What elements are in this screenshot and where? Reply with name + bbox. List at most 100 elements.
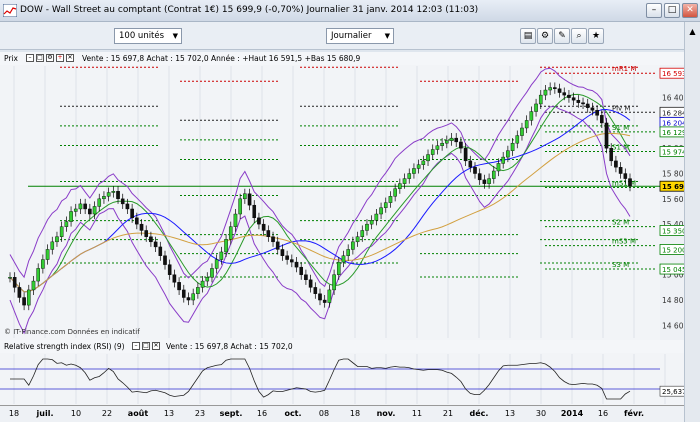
- x-axis-tick-label: oct.: [284, 409, 302, 418]
- candle-body: [576, 99, 581, 103]
- candle-body: [327, 289, 332, 303]
- data-source-note: © IT-Finance.com Données en indicatif: [4, 328, 140, 336]
- x-axis-tick-label: août: [127, 409, 149, 418]
- candle-body: [125, 203, 130, 210]
- pivot-label: S2 M: [612, 219, 629, 227]
- chart-icon[interactable]: ▤: [520, 28, 536, 44]
- candle-body: [628, 178, 632, 187]
- price-level-badge-text: 15 350: [662, 227, 684, 235]
- vertical-scrollbar[interactable]: ▲: [684, 22, 700, 422]
- candle-body: [257, 217, 261, 225]
- maximize-panel-icon[interactable]: □: [36, 54, 44, 62]
- x-axis-tick-label: 22: [101, 409, 113, 418]
- add-indicator-icon[interactable]: +: [56, 54, 64, 62]
- candle-body: [181, 289, 186, 298]
- candle-body: [45, 249, 50, 260]
- candle-body: [491, 170, 496, 179]
- candle-body: [275, 241, 280, 250]
- candle-body: [228, 226, 233, 240]
- pivot-label: S1 M: [612, 124, 629, 132]
- close-button[interactable]: ✕: [682, 3, 698, 18]
- candle-body: [604, 122, 609, 149]
- candle-body: [557, 88, 562, 93]
- candle-body: [567, 94, 571, 98]
- units-select-value: 100 unités: [119, 31, 165, 41]
- y-axis-tick-label: 15 600: [662, 195, 684, 204]
- maximize-button[interactable]: □: [664, 3, 680, 18]
- x-axis-tick-label: 11: [411, 409, 423, 418]
- candle-body: [515, 135, 520, 144]
- candle-body: [360, 230, 365, 237]
- candle-body: [73, 208, 78, 212]
- moving-average-medium-line: [9, 109, 631, 293]
- x-axis: 18 juil. 10 22 août 13 23 sept. 16 oct. 08 18 nov. 11…: [0, 405, 684, 422]
- minimize-button[interactable]: –: [646, 3, 662, 18]
- y-axis-tick-label: 15 400: [662, 220, 684, 229]
- y-axis-tick-label: 14 800: [662, 296, 684, 305]
- candle-body: [172, 274, 177, 283]
- price-level-badge: [659, 126, 684, 138]
- x-axis-tick-label: déc.: [469, 409, 489, 418]
- rsi-line: [10, 358, 631, 400]
- candle-body: [482, 179, 487, 184]
- pivot-label: mR1 M: [612, 65, 636, 73]
- price-level-badge-text: 15 699,9: [662, 183, 684, 191]
- pivot-label: Piv M: [612, 104, 630, 112]
- rsi-y-axis-label: 25,637: [662, 388, 684, 396]
- candle-body: [158, 246, 163, 256]
- candle-body: [585, 103, 590, 108]
- candle-body: [78, 203, 83, 210]
- candle-body: [280, 249, 285, 256]
- candle-body: [393, 188, 397, 197]
- x-axis-tick-label: 2014: [560, 409, 584, 418]
- candle-body: [501, 156, 505, 164]
- app-chart-icon: [3, 4, 17, 17]
- settings-icon[interactable]: ⚙: [46, 54, 54, 62]
- candle-body: [445, 140, 449, 144]
- toolbar: 100 unités ▼ Journalier ▼ ▤ ⚙ ✎ ⌕ ★: [0, 22, 700, 50]
- collapse-icon[interactable]: –: [26, 54, 34, 62]
- candle-body: [487, 178, 491, 184]
- candle-body: [22, 297, 26, 306]
- period-select[interactable]: Journalier ▼: [326, 28, 394, 44]
- maximize-panel-icon[interactable]: □: [142, 342, 150, 350]
- candle-body: [64, 221, 69, 227]
- price-chart[interactable]: 16 40016 00015 80015 60015 40015 20015 0…: [0, 52, 684, 405]
- candle-body: [247, 193, 252, 206]
- candle-body: [55, 236, 59, 243]
- candle-body: [623, 173, 628, 179]
- x-axis-tick-label: févr.: [624, 409, 644, 418]
- close-panel-icon[interactable]: ✕: [66, 54, 74, 62]
- zoom-icon[interactable]: ⌕: [571, 28, 587, 44]
- candle-body: [304, 274, 308, 281]
- settings-icon[interactable]: ⚙: [537, 28, 553, 44]
- moving-average-short-line: [9, 93, 631, 293]
- scroll-up-icon[interactable]: ▲: [689, 27, 696, 36]
- star-icon[interactable]: ★: [588, 28, 604, 44]
- candle-body: [266, 230, 271, 237]
- rsi-value-badge: [659, 385, 684, 397]
- candle-body: [332, 274, 336, 291]
- candle-body: [595, 110, 599, 116]
- x-axis-tick-label: 16: [256, 409, 268, 418]
- x-axis-tick-label: 16: [597, 409, 609, 418]
- candle-body: [477, 173, 482, 181]
- candle-body: [351, 241, 355, 250]
- candle-body: [210, 268, 214, 278]
- chevron-down-icon: ▼: [172, 32, 178, 40]
- candle-body: [379, 207, 383, 215]
- candle-body: [524, 120, 529, 129]
- collapse-icon[interactable]: –: [132, 342, 140, 350]
- close-panel-icon[interactable]: ✕: [152, 342, 160, 350]
- candle-body: [459, 141, 463, 149]
- candle-body: [571, 97, 576, 101]
- price-panel-info: Vente : 15 697,8 Achat : 15 702,0 Année …: [82, 54, 361, 63]
- price-panel-header: Prix – □ ⚙ + ✕ Vente : 15 697,8 Achat : …: [0, 52, 684, 65]
- candle-body: [529, 111, 534, 121]
- units-select[interactable]: 100 unités ▼: [114, 28, 182, 44]
- x-axis-tick-label: 13: [163, 409, 175, 418]
- draw-icon[interactable]: ✎: [554, 28, 570, 44]
- candle-body: [355, 236, 360, 243]
- x-axis-tick-label: 21: [442, 409, 454, 418]
- candle-body: [412, 168, 416, 174]
